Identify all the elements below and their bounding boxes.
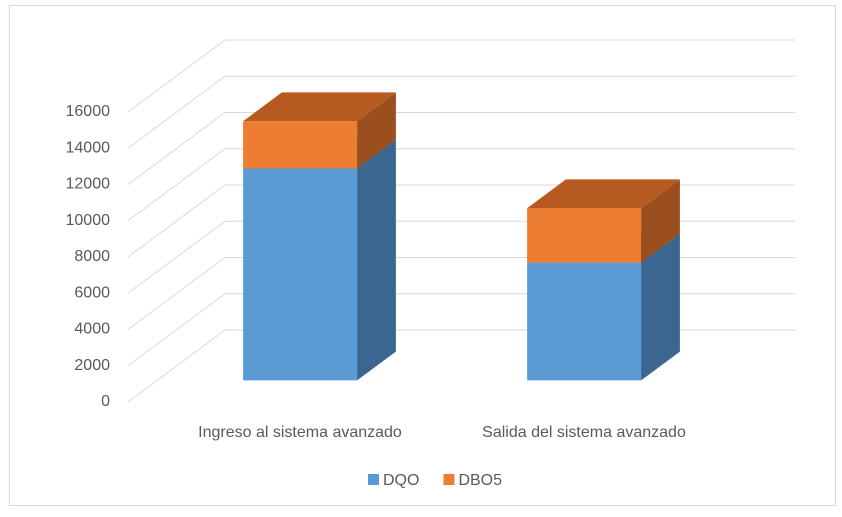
y-tick-label: 8000 (74, 248, 110, 265)
y-tick-label: 0 (101, 393, 110, 410)
bar-side (641, 233, 680, 381)
y-tick-label: 14000 (66, 139, 111, 156)
legend-swatch (368, 474, 379, 485)
y-tick-label: 2000 (74, 357, 110, 374)
grid-line (127, 75, 795, 149)
legend-label: DQO (383, 472, 419, 489)
y-tick-label: 10000 (66, 212, 111, 229)
grid-line (127, 112, 795, 185)
x-tick-label: Salida del sistema avanzado (482, 424, 686, 441)
chart-border (9, 5, 836, 506)
bar-front (527, 208, 642, 263)
legend-swatch (443, 474, 455, 485)
bar-side (357, 92, 396, 169)
bar-front (527, 262, 642, 381)
bar-top (243, 92, 396, 122)
grid-line (127, 39, 795, 113)
bar-top (527, 179, 680, 209)
grid-line (127, 148, 795, 222)
bar-side (641, 179, 680, 263)
y-tick-label: 6000 (74, 284, 110, 301)
x-tick-label: Ingreso al sistema avanzado (198, 424, 402, 441)
y-tick-label: 4000 (74, 321, 110, 338)
bar-front (243, 121, 358, 169)
y-tick-label: 16000 (66, 103, 111, 120)
bar-side (357, 139, 396, 381)
legend-label: DBO5 (458, 472, 502, 489)
bar-front (243, 168, 358, 381)
y-tick-label: 12000 (66, 176, 111, 193)
